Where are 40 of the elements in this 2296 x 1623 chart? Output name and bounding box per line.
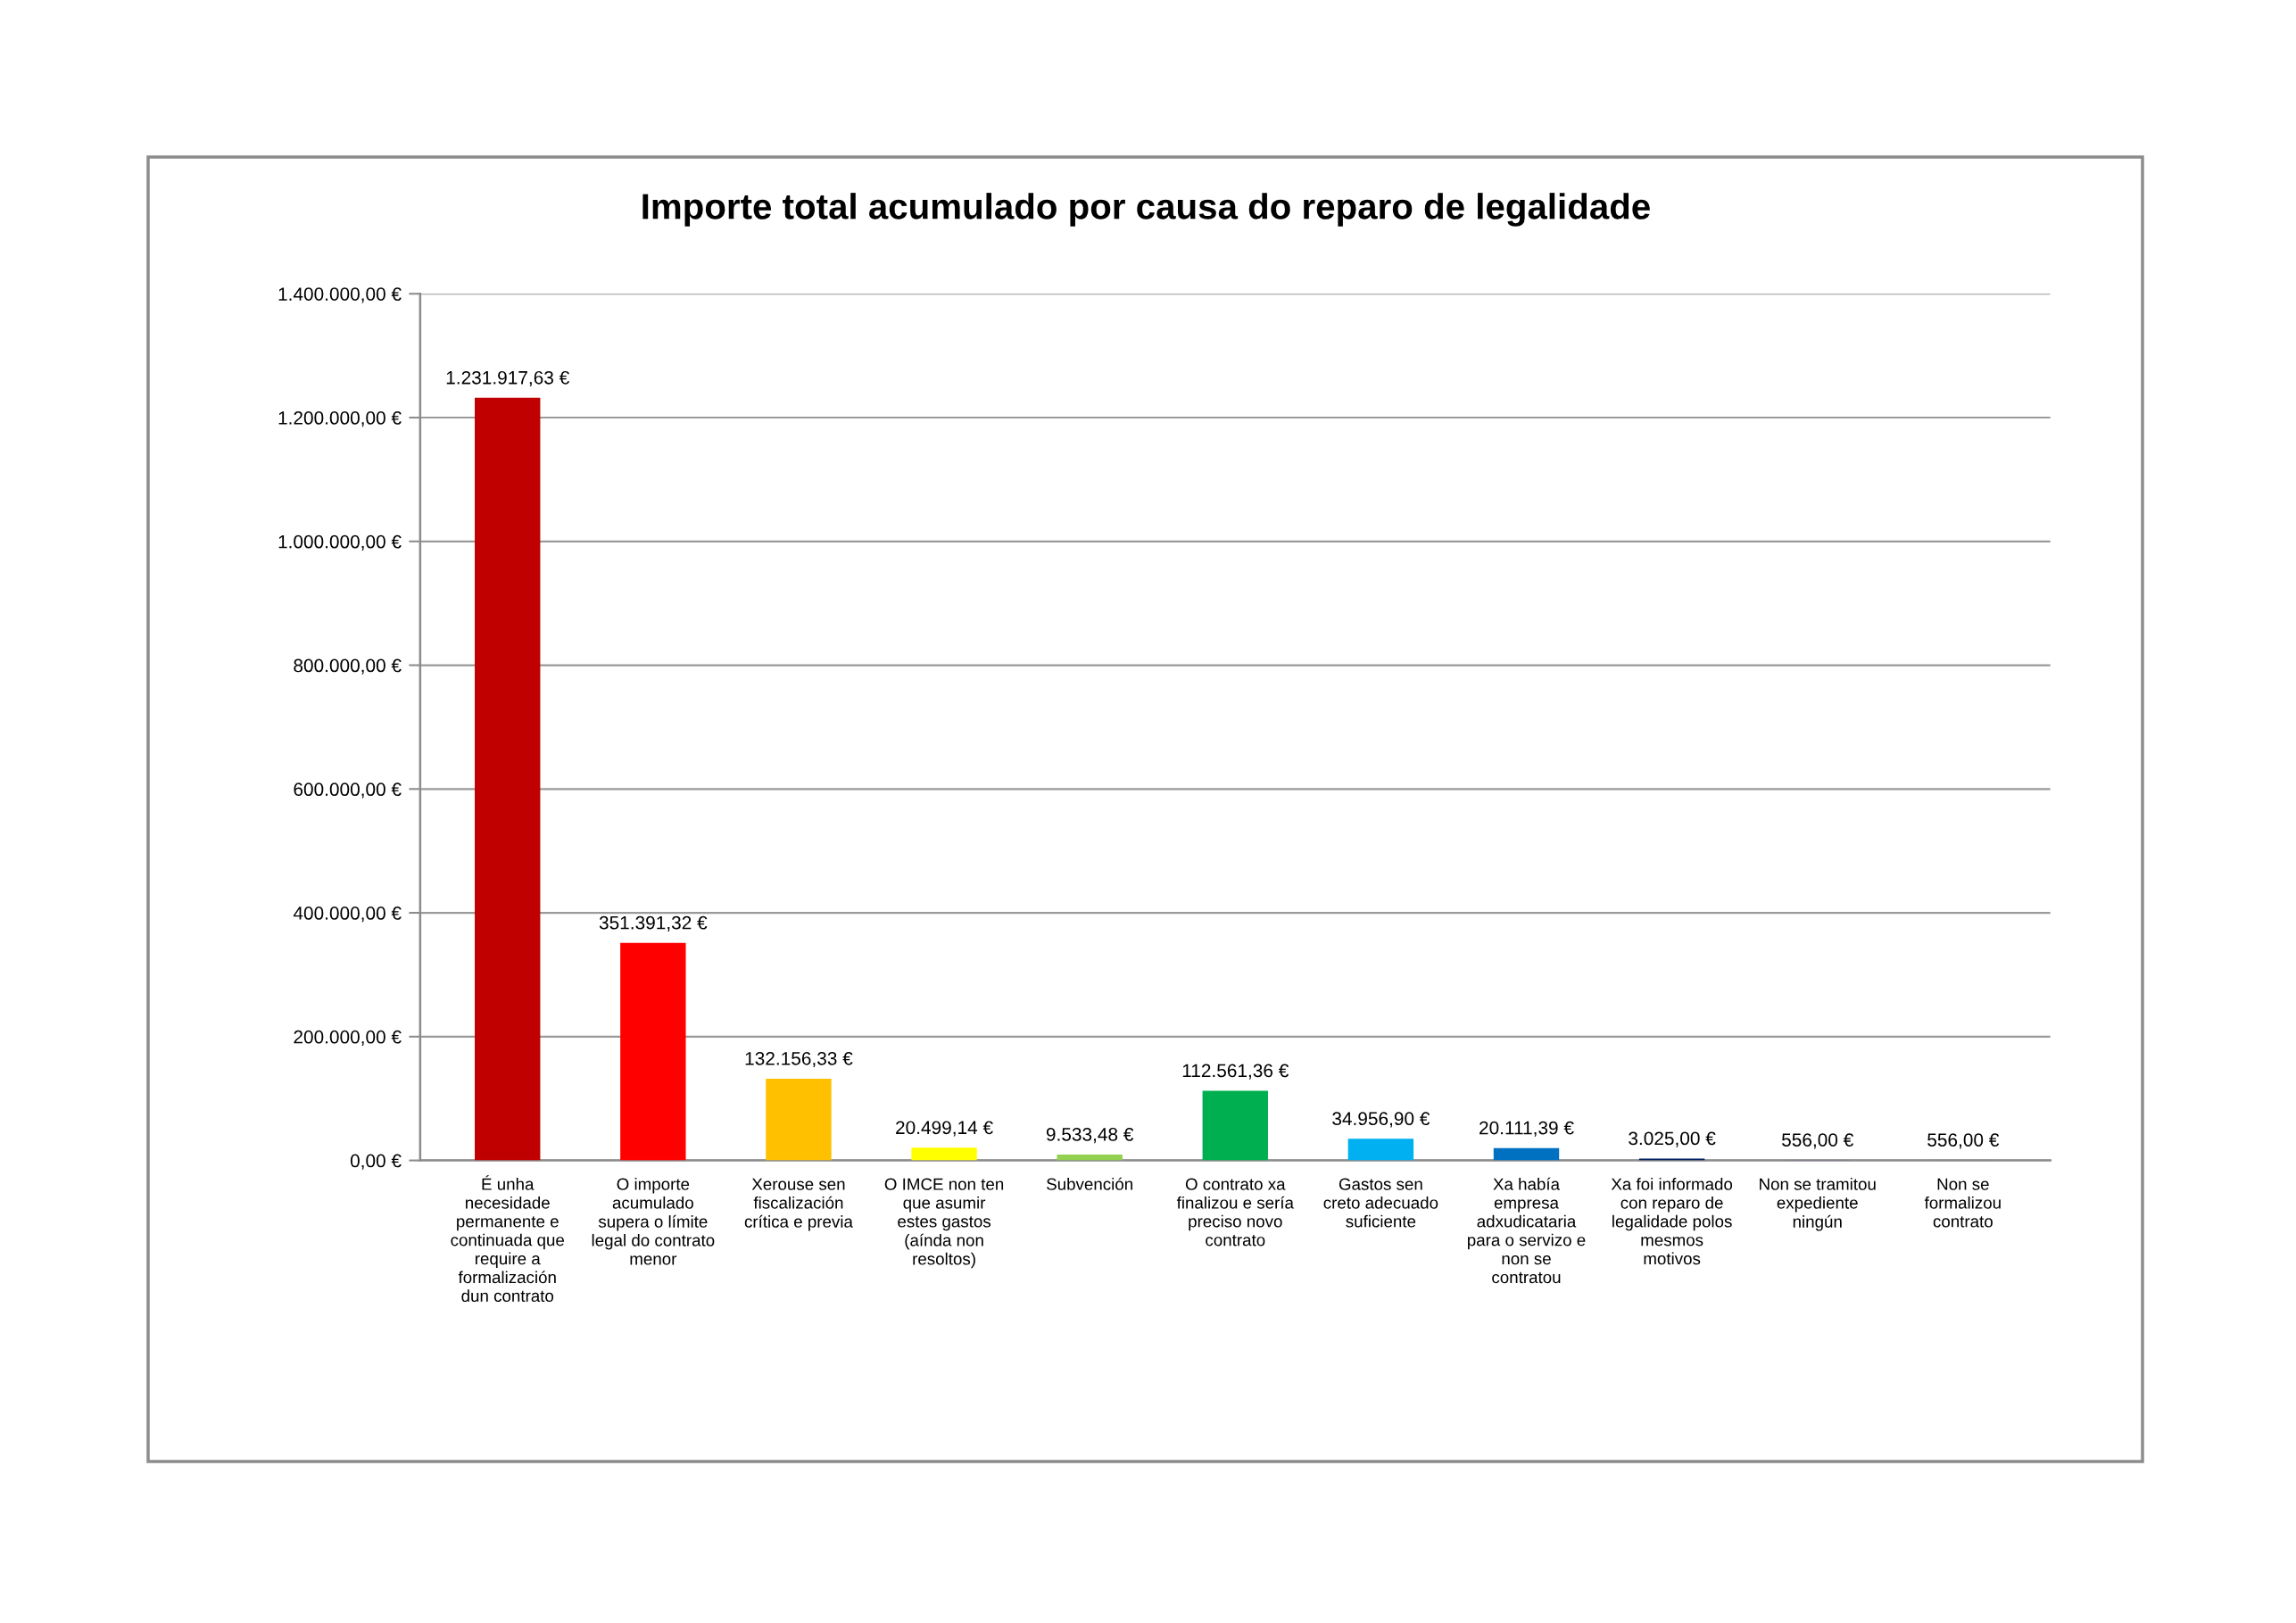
chart-title: Importe total acumulado por causa do reparo de legalidade: [642, 193, 1650, 227]
x-tick-label: Gastos sen creto adecuado suficiente: [1323, 1178, 1438, 1228]
x-tick-label: Non se tramitou expediente ningún: [1760, 1178, 1876, 1231]
x-tick-label: Xa foi informado con reparo de legalidade polos mesmos motivos: [1611, 1178, 1733, 1265]
data-label: 20.111,39 €: [1480, 1121, 1574, 1137]
data-label: 556,00 €: [1927, 1133, 2000, 1149]
bar: [1347, 1139, 1414, 1161]
x-tick-label: O importe acumulado supera o límite legal do contrato menor: [592, 1178, 715, 1265]
x-tick-label: O IMCE non ten que asumir estes gastos (aínda non resoltos): [884, 1178, 1004, 1269]
y-tick-label: 400.000,00 €: [293, 907, 402, 923]
bar: [475, 397, 541, 1161]
y-tick-label: 200.000,00 €: [294, 1030, 402, 1047]
x-tick-label: É unha necesidade permanente e continuada que require a formalización dun contrato: [451, 1175, 565, 1303]
y-tick-label: 1.000.000,00 €: [278, 534, 402, 551]
y-tick-label: 1.200.000,00 €: [278, 411, 402, 427]
data-label: 3.025,00 €: [1629, 1131, 1716, 1147]
data-label: 556,00 €: [1782, 1133, 1853, 1149]
data-label: 132.156,33 €: [745, 1051, 853, 1068]
y-tick-label: 0,00 €: [350, 1154, 402, 1170]
bar: [1493, 1147, 1560, 1161]
y-tick-label: 1.400.000,00 €: [278, 287, 402, 303]
x-tick-label: Subvención: [1047, 1177, 1132, 1190]
bar: [1057, 1154, 1123, 1161]
data-label: 20.499,14 €: [896, 1121, 993, 1137]
x-tick-label: Xa había empresa adxudicataria para o servizo e non se contratou: [1468, 1177, 1586, 1284]
y-tick-label: 600.000,00 €: [294, 783, 402, 799]
bar: [1638, 1158, 1705, 1161]
data-label: 9.533,48 €: [1046, 1127, 1134, 1144]
x-tick-label: Xerouse sen fiscalización crítica e previa: [744, 1178, 853, 1231]
x-tick-label: Non se formalizou contrato: [1924, 1178, 2001, 1228]
bar: [1202, 1090, 1268, 1161]
data-label: 1.231.917,63 €: [446, 370, 569, 387]
y-tick-label: 800.000,00 €: [294, 658, 402, 675]
bar: [766, 1078, 832, 1161]
x-tick-label: O contrato xa finalizou e sería preciso novo contrato: [1176, 1178, 1294, 1246]
data-label: 112.561,36 €: [1182, 1064, 1289, 1080]
data-label: 351.391,32 €: [599, 915, 708, 932]
bar: [620, 942, 686, 1161]
bar: [911, 1147, 977, 1161]
data-label: 34.956,90 €: [1332, 1112, 1430, 1128]
